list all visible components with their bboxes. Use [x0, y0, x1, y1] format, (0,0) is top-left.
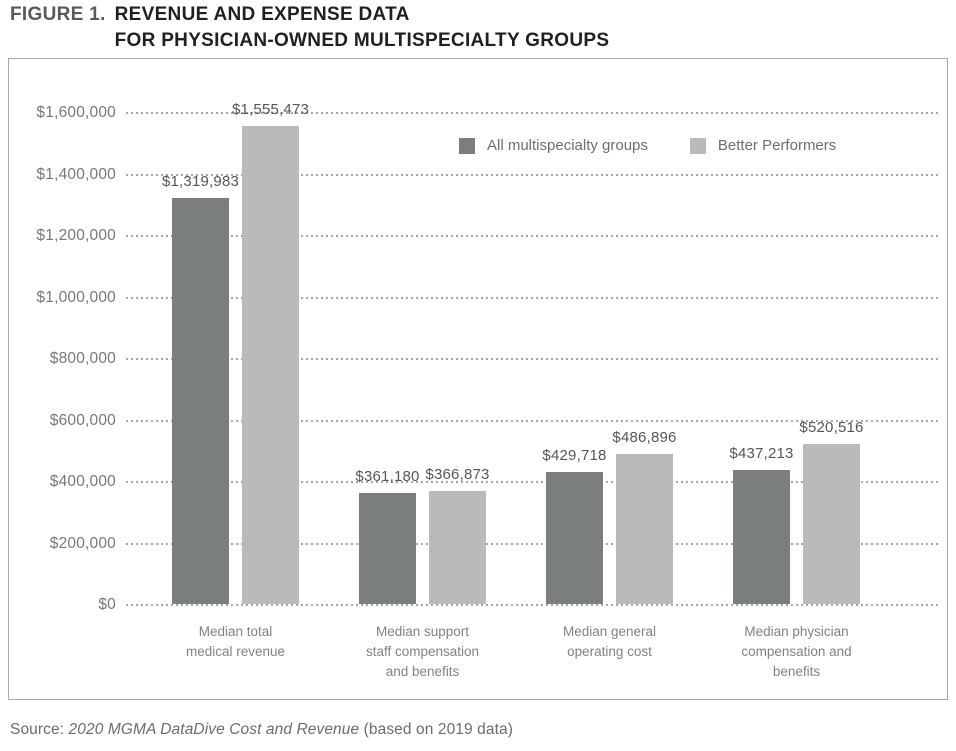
- legend-label: Better Performers: [717, 137, 837, 154]
- y-axis-tick-label: $1,000,000: [36, 288, 116, 306]
- figure-title-line2: FOR PHYSICIAN-OWNED MULTISPECIALTY GROUP…: [114, 30, 610, 51]
- bar-all-groups: [359, 493, 416, 604]
- y-gridline: [126, 173, 941, 176]
- y-gridline: [126, 296, 941, 299]
- source-note: Source: 2020 MGMA DataDive Cost and Reve…: [10, 721, 513, 739]
- y-axis-tick-label: $1,400,000: [36, 165, 116, 183]
- figure-title-line1: REVENUE AND EXPENSE DATA: [114, 4, 410, 25]
- y-axis-tick-label: $0: [98, 596, 116, 613]
- source-citation: 2020 MGMA DataDive Cost and Revenue: [68, 721, 360, 738]
- legend-item: Better Performers: [689, 137, 837, 154]
- y-gridline: [126, 419, 941, 422]
- y-gridline: [126, 604, 941, 606]
- y-gridline: [126, 481, 941, 483]
- bar-value-label: $1,319,983: [161, 173, 240, 190]
- bar-better-performers: [803, 444, 860, 604]
- source-suffix: (based on 2019 data): [359, 721, 513, 738]
- y-axis-tick-label: $800,000: [49, 350, 116, 367]
- bar-chart: All multispecialty groups Better Performe…: [8, 58, 948, 700]
- bar-value-label: $1,555,473: [231, 101, 310, 118]
- bar-value-label: $361,180: [355, 468, 420, 485]
- y-axis-tick-label: $600,000: [49, 411, 116, 429]
- bar-better-performers: [616, 454, 673, 604]
- legend-swatch: [689, 137, 706, 154]
- bar-value-label: $366,873: [425, 466, 490, 483]
- bar-better-performers: [242, 126, 299, 604]
- y-axis-tick-label: $1,200,000: [36, 227, 116, 244]
- bar-all-groups: [733, 470, 790, 604]
- x-axis-category-label: Median physician compensation and benefi…: [741, 624, 852, 679]
- chart-legend: All multispecialty groups Better Performe…: [459, 137, 836, 154]
- bar-value-label: $429,718: [542, 447, 607, 464]
- y-gridline: [126, 358, 941, 360]
- y-gridline: [126, 235, 941, 237]
- x-axis-category-label: Median total medical revenue: [185, 624, 286, 659]
- y-gridline: [126, 542, 941, 545]
- bar-value-label: $486,896: [612, 429, 677, 446]
- bar-value-label: $437,213: [729, 445, 794, 462]
- legend-item: All multispecialty groups: [459, 137, 648, 154]
- y-axis-tick-label: $400,000: [49, 473, 116, 490]
- source-prefix: Source:: [10, 721, 69, 738]
- y-axis-tick-label: $1,600,000: [36, 104, 116, 121]
- bar-all-groups: [546, 472, 603, 604]
- y-axis-tick-label: $200,000: [49, 534, 116, 552]
- bar-value-label: $520,516: [799, 419, 864, 436]
- figure-title: FIGURE 1. REVENUE AND EXPENSE DATA FOR P…: [10, 2, 609, 54]
- bar-better-performers: [429, 491, 486, 604]
- x-axis-category-label: Median general operating cost: [562, 624, 657, 659]
- bar-all-groups: [172, 198, 229, 604]
- y-gridline: [126, 112, 941, 114]
- legend-label: All multispecialty groups: [487, 137, 648, 154]
- legend-swatch: [459, 137, 475, 154]
- figure-label: FIGURE 1.: [10, 4, 106, 25]
- x-axis-category-label: Median support staff compensation and be…: [365, 624, 480, 679]
